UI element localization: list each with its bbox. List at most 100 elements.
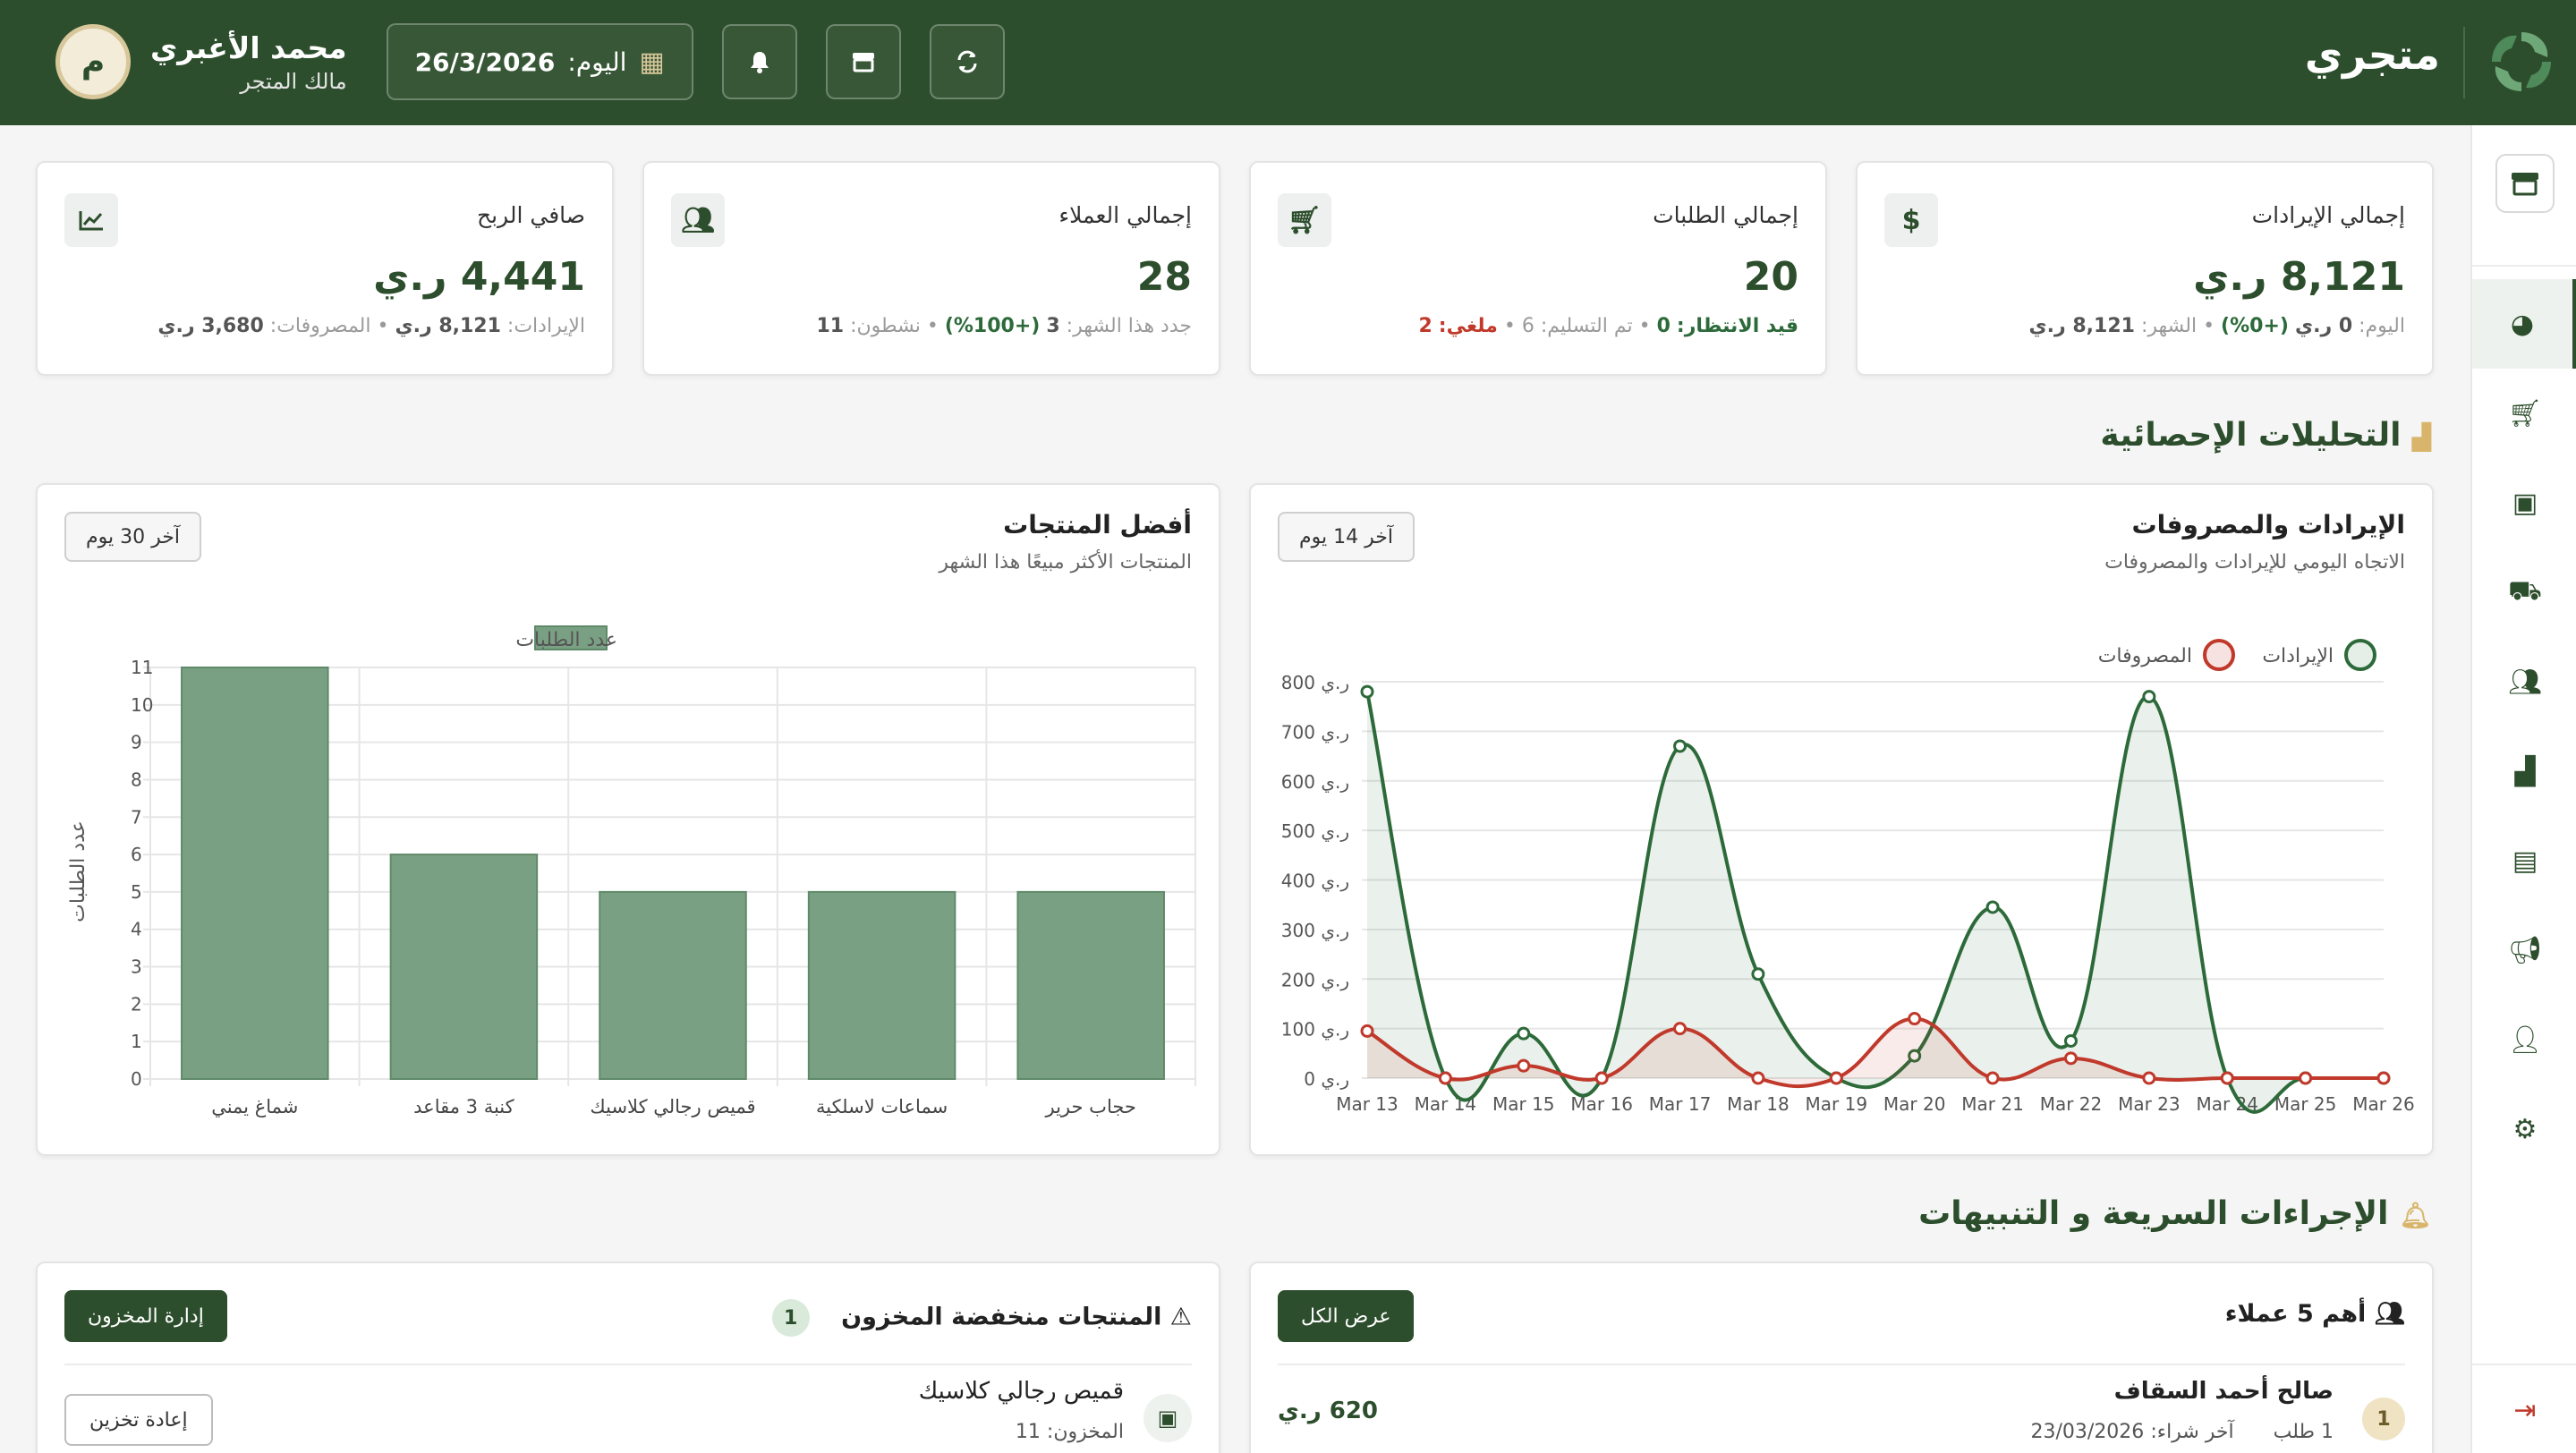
user-text: محمد الأغبري مالك المتجر [150, 30, 347, 94]
revenue-point[interactable] [1673, 739, 1688, 753]
low-stock-card: ⚠︎ المنتجات منخفضة المخزون 1 إدارة المخز… [36, 1262, 1220, 1453]
manage-inventory-button[interactable]: إدارة المخزون [64, 1290, 227, 1342]
y-tick-label: 400 ر.ي [1281, 871, 1349, 893]
kpi-value: 4,441 ر.ي [373, 254, 585, 300]
bell-icon: 🔔︎ [2399, 1201, 2431, 1230]
app-logo-icon[interactable] [2487, 27, 2556, 97]
user-profile[interactable]: محمد الأغبري مالك المتجر م [55, 24, 347, 99]
sidebar-item-shipping[interactable]: ⛟ [2472, 548, 2576, 637]
bar[interactable] [599, 890, 747, 1080]
revenue-point[interactable] [1985, 900, 2000, 914]
kpi-value: 20 [1743, 254, 1798, 300]
top-header: متجري محمد الأغبري مالك المتجر م ▦ اليوم… [0, 0, 2576, 125]
product-name[interactable]: قميص رجالي كلاسيك [918, 1378, 1124, 1405]
expenses-point[interactable] [1985, 1071, 2000, 1085]
logout-icon: ⇥ [2513, 1394, 2537, 1426]
expenses-point[interactable] [2063, 1051, 2078, 1066]
x-tick-label: Mar 20 [1883, 1093, 1946, 1115]
sidebar-item-accounting[interactable]: ▤ [2472, 816, 2576, 905]
truck-icon: ⛟ [2508, 574, 2542, 607]
brand-name[interactable]: متجري [2304, 30, 2440, 79]
expenses-point[interactable] [1673, 1022, 1688, 1036]
store-icon [852, 53, 874, 72]
panel-title-text: أهم 5 عملاء [2224, 1300, 2367, 1328]
expenses-point[interactable] [1517, 1058, 1531, 1073]
users-icon: 👥︎ [2507, 666, 2543, 698]
bar[interactable] [807, 890, 956, 1080]
range-select-button[interactable]: آخر 30 يوم [64, 512, 201, 562]
sidebar-item-reports[interactable]: ▟ [2472, 726, 2576, 816]
revenue-point[interactable] [1517, 1026, 1531, 1041]
sidebar-item-staff[interactable]: 👤︎ [2472, 995, 2576, 1084]
customer-name[interactable]: صالح أحمد السقاف [2113, 1378, 2334, 1405]
bar[interactable] [181, 667, 329, 1080]
area-chart-icon: ▟ [2411, 422, 2431, 452]
expenses-point[interactable] [1438, 1071, 1452, 1085]
new-value: 3 [1046, 315, 1060, 337]
store-icon[interactable] [2495, 154, 2555, 213]
kpi-title: إجمالي الطلبات [1653, 202, 1798, 228]
gear-icon: ⚙︎ [2512, 1113, 2538, 1145]
refresh-button[interactable] [929, 24, 1005, 99]
revenue-point[interactable] [1908, 1049, 1922, 1063]
expenses-point[interactable] [1829, 1071, 1843, 1085]
sidebar-item-marketing[interactable]: 📢︎ [2472, 905, 2576, 995]
warning-icon: ⚠︎ [1169, 1303, 1192, 1331]
pending-value: 0 [1656, 315, 1671, 337]
kpi-card-profit: صافي الربح 4,441 ر.ي الإيرادات: 8,121 ر.… [36, 161, 614, 376]
legend: الإيرادات المصروفات [2098, 639, 2376, 671]
y-tick-label: 6 [131, 844, 142, 865]
customer-meta: 1 طلب آخر شراء: 23/03/2026 [2031, 1421, 2334, 1443]
bar[interactable] [1016, 890, 1165, 1080]
customer-rank-badge: 1 [2362, 1398, 2405, 1440]
y-tick-label: 3 [131, 956, 142, 978]
brand-divider [2463, 27, 2465, 98]
cart-icon: 🛒︎ [1278, 193, 1331, 247]
sidebar-item-settings[interactable]: ⚙︎ [2472, 1084, 2576, 1174]
y-tick-label: 2 [131, 993, 142, 1015]
view-all-button[interactable]: عرض الكل [1278, 1290, 1415, 1342]
bar[interactable] [389, 854, 539, 1080]
expenses-line [1365, 1016, 2384, 1089]
logout-button[interactable]: ⇥ [2472, 1365, 2576, 1453]
expenses-point[interactable] [2299, 1071, 2313, 1085]
kpi-title: صافي الربح [476, 202, 585, 228]
expenses-point[interactable] [1751, 1071, 1765, 1085]
store-button[interactable] [825, 24, 901, 99]
legend-label: عدد الطلبات [515, 629, 617, 651]
kpi-card-revenue: إجمالي الإيرادات $ 8,121 ر.ي اليوم: 0 ر.… [1856, 161, 2434, 376]
last-purchase-date: 23/03/2026 [2030, 1421, 2145, 1443]
expenses-point[interactable] [2220, 1071, 2234, 1085]
new-pct: (+100%) [944, 315, 1041, 337]
expenses-point[interactable] [1360, 1024, 1374, 1038]
revenue-point[interactable] [2063, 1033, 2078, 1048]
range-select-button[interactable]: آخر 14 يوم [1278, 512, 1415, 562]
revenue-point[interactable] [2142, 690, 2156, 704]
sidebar-item-orders[interactable]: 🛒︎ [2472, 369, 2576, 458]
revenue-point[interactable] [1751, 967, 1765, 981]
y-tick-label: 9 [131, 732, 142, 753]
notifications-button[interactable] [721, 24, 797, 99]
date-display[interactable]: ▦ اليوم: 26/3/2026 [386, 23, 693, 100]
restock-button[interactable]: إعادة تخزين [64, 1394, 213, 1446]
sidebar-item-products[interactable]: ▣ [2472, 458, 2576, 548]
sidebar-item-customers[interactable]: 👥︎ [2472, 637, 2576, 726]
avatar[interactable]: م [55, 24, 131, 99]
kpi-value: 8,121 ر.ي [2193, 254, 2405, 300]
divider [64, 1364, 1192, 1365]
last-purchase-label: آخر شراء: [2150, 1421, 2234, 1443]
customer-amount: 620 ر.ي [1278, 1398, 1379, 1424]
revenue-point[interactable] [1360, 684, 1374, 699]
kpi-subtext: جدد هذا الشهر: 3 (+100%) • نشطون: 11 [816, 315, 1192, 337]
y-tick-label: 500 ر.ي [1281, 820, 1349, 843]
date-label: اليوم: [567, 47, 627, 77]
expenses-point[interactable] [2376, 1071, 2391, 1085]
kpi-title: إجمالي العملاء [1058, 202, 1192, 228]
expenses-point[interactable] [1594, 1071, 1609, 1085]
sidebar-item-dashboard[interactable]: ◕ [2472, 279, 2576, 369]
revenue-expenses-chart-card: الإيرادات والمصروفات الاتجاه اليومي للإي… [1249, 483, 2434, 1156]
x-tick-label: قميص رجالي كلاسيك [590, 1096, 755, 1117]
expenses-point[interactable] [2142, 1071, 2156, 1085]
expenses-point[interactable] [1908, 1012, 1922, 1026]
y-tick-label: 11 [131, 657, 153, 678]
